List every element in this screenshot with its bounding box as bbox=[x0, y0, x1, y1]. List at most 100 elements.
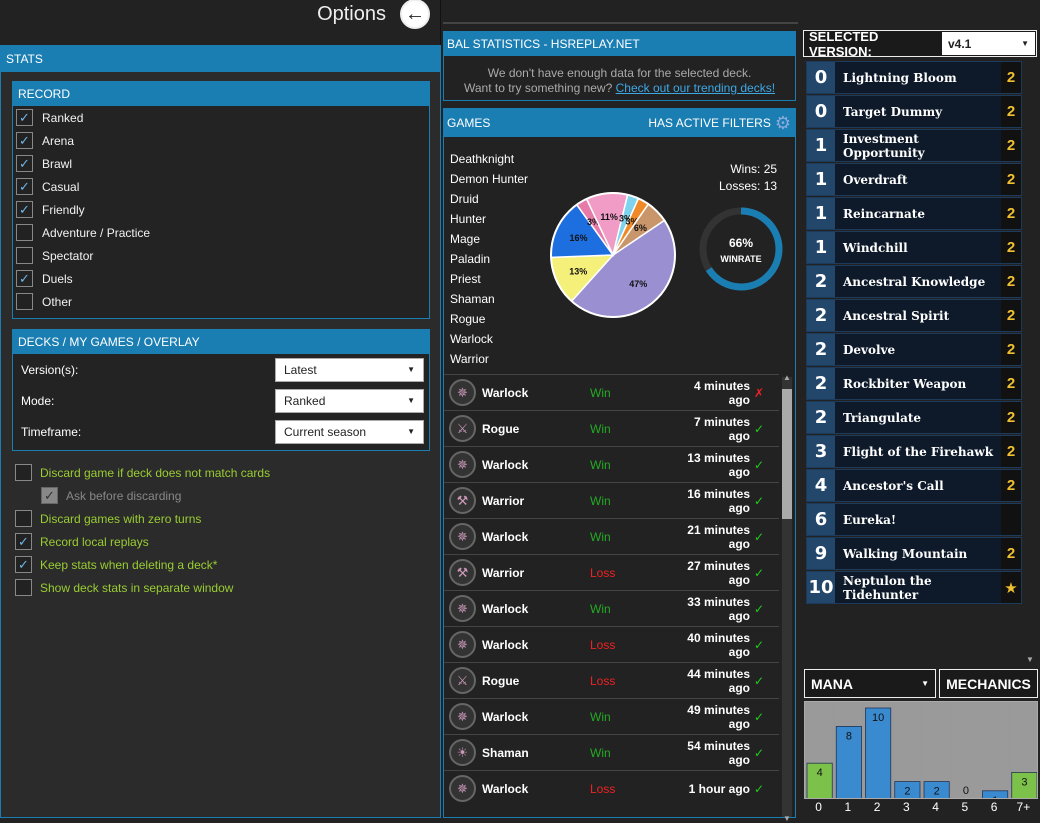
card-row[interactable]: 0 Target Dummy 2 bbox=[806, 95, 1022, 128]
card-row[interactable]: 1 Investment Opportunity 2 bbox=[806, 129, 1022, 162]
general-option[interactable]: ✓ Keep stats when deleting a deck* bbox=[15, 553, 435, 576]
class-filter-item[interactable]: Shaman bbox=[450, 292, 495, 306]
card-row[interactable]: 2 Triangulate 2 bbox=[806, 401, 1022, 434]
class-filter-item[interactable]: Mage bbox=[450, 232, 481, 246]
record-option[interactable]: ✓ Arena bbox=[13, 129, 429, 152]
card-row[interactable]: 2 Rockbiter Weapon 2 bbox=[806, 367, 1022, 400]
checkbox[interactable] bbox=[16, 247, 33, 264]
curve-bar bbox=[1011, 772, 1037, 798]
game-row[interactable]: ⚔ Rogue Loss 44 minutes ago ✓ bbox=[444, 662, 779, 698]
game-row[interactable]: ✵ Warlock Win 13 minutes ago ✓ bbox=[444, 446, 779, 482]
checkbox[interactable] bbox=[15, 510, 32, 527]
card-row[interactable]: 2 Ancestral Knowledge 2 bbox=[806, 265, 1022, 298]
record-option[interactable]: ✓ Ranked bbox=[13, 106, 429, 129]
checkbox[interactable] bbox=[16, 293, 33, 310]
version-dropdown[interactable]: v4.1 ▼ bbox=[942, 32, 1035, 55]
filters-button[interactable]: HAS ACTIVE FILTERS ⚙ bbox=[648, 113, 791, 134]
deck-setting-dropdown[interactable]: Current season ▼ bbox=[275, 419, 424, 444]
card-cost: 6 bbox=[807, 504, 835, 535]
checkbox[interactable]: ✓ bbox=[41, 487, 58, 504]
card-name: Windchill bbox=[843, 240, 908, 255]
class-filter-item[interactable]: Deathknight bbox=[450, 152, 515, 166]
record-option-label: Friendly bbox=[42, 202, 85, 217]
mana-dropdown[interactable]: MANA ▼ bbox=[804, 669, 936, 698]
record-option[interactable]: ✓ Casual bbox=[13, 175, 429, 198]
trending-decks-link[interactable]: Check out our trending decks! bbox=[615, 81, 776, 95]
checkbox[interactable]: ✓ bbox=[16, 132, 33, 149]
top-divider bbox=[443, 22, 798, 24]
class-filter-item[interactable]: Rogue bbox=[450, 312, 486, 326]
general-option[interactable]: Show deck stats in separate window bbox=[15, 576, 435, 599]
scroll-thumb[interactable] bbox=[782, 389, 792, 519]
checkbox[interactable] bbox=[15, 464, 32, 481]
record-option[interactable]: ✓ Friendly bbox=[13, 198, 429, 221]
checkbox[interactable]: ✓ bbox=[15, 533, 32, 550]
checkbox[interactable]: ✓ bbox=[16, 155, 33, 172]
checkbox[interactable]: ✓ bbox=[15, 556, 32, 573]
class-filter-item[interactable]: Druid bbox=[450, 192, 479, 206]
arrow-left-icon[interactable]: ← bbox=[400, 0, 430, 29]
deck-setting-row: Timeframe: Current season ▼ bbox=[13, 416, 429, 447]
deck-setting-dropdown[interactable]: Latest ▼ bbox=[275, 357, 424, 382]
record-option[interactable]: ✓ Duels bbox=[13, 267, 429, 290]
game-row[interactable]: ⚔ Rogue Win 7 minutes ago ✓ bbox=[444, 410, 779, 446]
mechanics-button[interactable]: MECHANICS bbox=[939, 669, 1038, 698]
stats-panel: STATS RECORD ✓ Ranked ✓ Arena ✓ Brawl ✓ Casual ✓… bbox=[0, 45, 441, 818]
game-result: Win bbox=[590, 745, 611, 760]
card-cost: 2 bbox=[807, 402, 835, 433]
game-row[interactable]: ✵ Warlock Loss 1 hour ago ✓ bbox=[444, 770, 779, 806]
class-filter-item[interactable]: Demon Hunter bbox=[450, 172, 529, 186]
card-row[interactable]: 1 Windchill 2 bbox=[806, 231, 1022, 264]
record-option[interactable]: Adventure / Practice bbox=[13, 221, 429, 244]
card-row[interactable]: 0 Lightning Bloom 2 bbox=[806, 61, 1022, 94]
card-row[interactable]: 3 Flight of the Firehawk 2 bbox=[806, 435, 1022, 468]
game-row[interactable]: ✵ Warlock Win 33 minutes ago ✓ bbox=[444, 590, 779, 626]
card-name: Overdraft bbox=[843, 172, 908, 187]
checkbox[interactable]: ✓ bbox=[16, 270, 33, 287]
card-row[interactable]: 2 Devolve 2 bbox=[806, 333, 1022, 366]
record-option[interactable]: Spectator bbox=[13, 244, 429, 267]
game-row[interactable]: ✵ Warlock Win 49 minutes ago ✓ bbox=[444, 698, 779, 734]
game-row[interactable]: ✵ Warlock Win 4 minutes ago ✗ bbox=[444, 374, 779, 410]
gear-icon[interactable]: ⚙ bbox=[774, 112, 791, 133]
game-row[interactable]: ⚒ Warrior Loss 27 minutes ago ✓ bbox=[444, 554, 779, 590]
card-row[interactable]: 1 Overdraft 2 bbox=[806, 163, 1022, 196]
game-row[interactable]: ☀ Shaman Win 54 minutes ago ✓ bbox=[444, 734, 779, 770]
deck-setting-dropdown[interactable]: Ranked ▼ bbox=[275, 388, 424, 413]
game-row[interactable]: ✵ Warlock Win 21 minutes ago ✓ bbox=[444, 518, 779, 554]
card-row[interactable]: 6 Eureka! bbox=[806, 503, 1022, 536]
general-option-label: Ask before discarding bbox=[66, 488, 182, 503]
class-legend: Deathknight Demon Hunter Druid Hunter Mage Pa… bbox=[450, 149, 528, 369]
class-filter-item[interactable]: Priest bbox=[450, 272, 481, 286]
game-class: Warlock bbox=[482, 385, 529, 400]
checkbox[interactable]: ✓ bbox=[16, 178, 33, 195]
checkbox[interactable] bbox=[15, 579, 32, 596]
scroll-down-icon[interactable]: ▼ bbox=[1026, 655, 1034, 664]
card-row[interactable]: 1 Reincarnate 2 bbox=[806, 197, 1022, 230]
class-filter-item[interactable]: Warlock bbox=[450, 332, 493, 346]
card-count bbox=[1001, 504, 1021, 535]
class-filter-item[interactable]: Hunter bbox=[450, 212, 487, 226]
record-option[interactable]: ✓ Brawl bbox=[13, 152, 429, 175]
class-filter-item[interactable]: Warrior bbox=[450, 352, 489, 366]
card-row[interactable]: 2 Ancestral Spirit 2 bbox=[806, 299, 1022, 332]
class-filter-item[interactable]: Paladin bbox=[450, 252, 491, 266]
general-option[interactable]: Discard game if deck does not match card… bbox=[15, 461, 435, 484]
card-row[interactable]: 4 Ancestor's Call 2 bbox=[806, 469, 1022, 502]
checkbox[interactable]: ✓ bbox=[16, 109, 33, 126]
games-scrollbar[interactable]: ▲ ▼ bbox=[782, 373, 792, 823]
game-row[interactable]: ⚒ Warrior Win 16 minutes ago ✓ bbox=[444, 482, 779, 518]
game-row[interactable]: ✵ Warlock Loss 40 minutes ago ✓ bbox=[444, 626, 779, 662]
general-option[interactable]: ✓ Ask before discarding bbox=[15, 484, 435, 507]
record-option[interactable]: Other bbox=[13, 290, 429, 313]
checkbox[interactable] bbox=[16, 224, 33, 241]
scroll-down-icon[interactable]: ▼ bbox=[783, 814, 791, 823]
card-row[interactable]: 10 Neptulon the Tidehunter ★ bbox=[806, 571, 1022, 604]
card-row[interactable]: 9 Walking Mountain 2 bbox=[806, 537, 1022, 570]
checkbox[interactable]: ✓ bbox=[16, 201, 33, 218]
general-option[interactable]: Discard games with zero turns bbox=[15, 507, 435, 530]
scroll-up-icon[interactable]: ▲ bbox=[783, 373, 791, 382]
card-name: Target Dummy bbox=[843, 104, 943, 119]
global-message: We don't have enough data for the select… bbox=[444, 56, 795, 96]
general-option[interactable]: ✓ Record local replays bbox=[15, 530, 435, 553]
